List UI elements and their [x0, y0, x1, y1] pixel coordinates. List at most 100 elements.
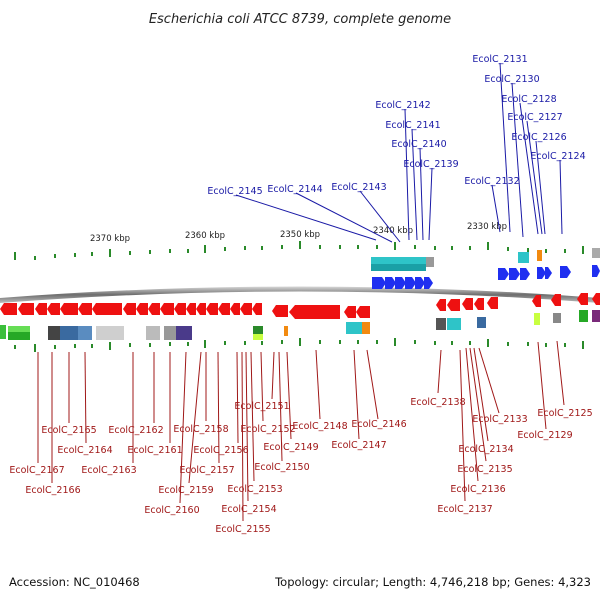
gene-label: EcolC_2154	[221, 504, 276, 515]
gene-arrow	[344, 306, 356, 318]
gene-label: EcolC_2129	[517, 430, 572, 441]
gene-arrow	[498, 268, 509, 280]
gene-arrow	[532, 295, 541, 307]
gene-arrow	[545, 267, 552, 279]
gene-arrow	[509, 268, 520, 280]
gene-arrow	[136, 303, 148, 315]
gene-label: EcolC_2133	[472, 414, 527, 425]
gene-label: EcolC_2152	[240, 424, 295, 435]
map-title: Escherichia coli ATCC 8739, complete gen…	[149, 12, 451, 27]
gene-label: EcolC_2145	[207, 186, 262, 197]
gene-arrow	[487, 297, 498, 309]
gene-label: EcolC_2158	[173, 424, 228, 435]
gene-label: EcolC_2155	[215, 524, 270, 535]
gene-label: EcolC_2143	[331, 182, 386, 193]
gene-arrow	[462, 298, 473, 310]
gene-label: EcolC_2162	[108, 425, 163, 436]
gene-arrow	[436, 299, 446, 311]
gene-arrow	[592, 265, 600, 277]
gene-arrow	[78, 303, 92, 315]
tick-label: 2360 kbp	[185, 231, 225, 241]
topology-text: Topology: circular; Length: 4,746,218 bp…	[275, 575, 591, 589]
gene-label: EcolC_2127	[507, 112, 562, 123]
gene-arrow	[206, 303, 218, 315]
gene-arrow	[230, 303, 240, 315]
gene-label: EcolC_2140	[391, 139, 446, 150]
gene-label: EcolC_2130	[484, 74, 539, 85]
tick-label: 2350 kbp	[280, 230, 320, 240]
gene-arrow	[186, 303, 196, 315]
gene-arrow	[160, 303, 174, 315]
gene-label: EcolC_2147	[331, 440, 386, 451]
tick-label: 2330 kbp	[467, 222, 507, 232]
gene-label: EcolC_2160	[144, 505, 199, 516]
gene-label: EcolC_2124	[530, 151, 585, 162]
gene-label: EcolC_2142	[375, 100, 430, 111]
gene-arrow	[196, 303, 206, 315]
gene-arrow	[577, 293, 588, 305]
gene-label: EcolC_2164	[57, 445, 112, 456]
gene-arrow	[47, 303, 60, 315]
gene-label: EcolC_2135	[457, 464, 512, 475]
gene-arrow	[474, 298, 484, 310]
gene-label: EcolC_2149	[263, 442, 318, 453]
gene-label: EcolC_2165	[41, 425, 96, 436]
gene-arrow	[592, 293, 600, 305]
tick-label: 2370 kbp	[90, 234, 130, 244]
reverse-strand-genes	[0, 293, 600, 319]
gene-arrow	[60, 303, 78, 315]
gene-label: EcolC_2146	[351, 419, 406, 430]
bottom-callout-lines	[37, 340, 565, 522]
gene-arrow	[372, 277, 386, 289]
gene-arrow	[560, 266, 571, 278]
gene-arrow	[92, 303, 122, 315]
gene-arrow	[537, 267, 546, 279]
gene-label: EcolC_2128	[501, 94, 556, 105]
gene-arrow	[289, 305, 340, 319]
gene-label: EcolC_2131	[472, 54, 527, 65]
gene-label: EcolC_2153	[227, 484, 282, 495]
gene-label: EcolC_2132	[464, 176, 519, 187]
gene-label: EcolC_2139	[403, 159, 458, 170]
gene-arrow	[148, 303, 160, 315]
accession-text: Accession: NC_010468	[9, 575, 140, 589]
gene-label: EcolC_2141	[385, 120, 440, 131]
gene-label: EcolC_2156	[193, 445, 248, 456]
gene-arrow	[551, 294, 561, 306]
gene-arrow	[174, 303, 186, 315]
tick-marks	[14, 241, 584, 352]
gene-arrow	[415, 277, 425, 289]
gene-label: EcolC_2150	[254, 462, 309, 473]
gene-arrow	[240, 303, 252, 315]
reverse-features	[0, 310, 600, 340]
gene-label: EcolC_2144	[267, 184, 322, 195]
gene-arrow	[252, 303, 262, 315]
gene-arrow	[424, 277, 433, 289]
gene-label: EcolC_2148	[292, 421, 347, 432]
top-callout-lines	[235, 62, 563, 243]
gene-label: EcolC_2125	[537, 408, 592, 419]
genome-backbone	[0, 286, 600, 303]
gene-label: EcolC_2151	[234, 401, 289, 412]
tick-label: 2340 kbp	[373, 226, 413, 236]
gene-label: EcolC_2134	[458, 444, 513, 455]
gene-arrow	[218, 303, 230, 315]
gene-arrow	[385, 277, 396, 289]
gene-arrow	[272, 305, 288, 317]
forward-features	[371, 248, 600, 271]
gene-label: EcolC_2166	[25, 485, 80, 496]
top-gene-labels: EcolC_2131 EcolC_2130 EcolC_2128 EcolC_2…	[207, 54, 585, 197]
gene-label: EcolC_2137	[437, 504, 492, 515]
gene-arrow	[0, 303, 17, 315]
gene-label: EcolC_2161	[127, 445, 182, 456]
gene-label: EcolC_2167	[9, 465, 64, 476]
gene-label: EcolC_2136	[450, 484, 505, 495]
gene-arrow	[447, 299, 460, 311]
gene-arrow	[356, 306, 370, 318]
gene-label: EcolC_2159	[158, 485, 213, 496]
gene-label: EcolC_2163	[81, 465, 136, 476]
forward-strand-genes	[372, 265, 600, 289]
gene-label: EcolC_2138	[410, 397, 465, 408]
bottom-gene-labels: EcolC_2138 EcolC_2133 EcolC_2134 EcolC_2…	[9, 397, 592, 535]
